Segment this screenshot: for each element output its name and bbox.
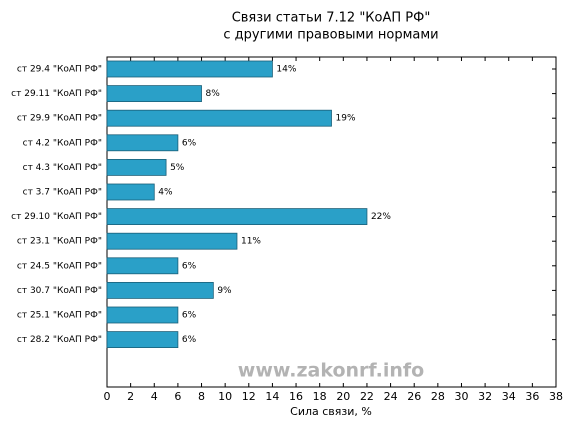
bar (106, 257, 179, 275)
bar (106, 109, 332, 127)
x-tick-label: 0 (104, 390, 111, 403)
y-tick-label: ст 29.4 "КоАП РФ" (17, 65, 102, 75)
x-tick-label: 18 (313, 390, 327, 403)
y-tick-label: ст 4.2 "КоАП РФ" (23, 138, 102, 148)
value-label: 8% (206, 89, 221, 99)
chart-subtitle: с другими правовыми нормами (223, 28, 438, 43)
x-tick-label: 6 (174, 390, 181, 403)
value-label: 9% (217, 286, 232, 296)
value-label: 5% (170, 163, 185, 173)
x-tick-label: 10 (218, 390, 232, 403)
x-tick-label: 32 (478, 390, 492, 403)
x-tick-label: 12 (242, 390, 256, 403)
y-tick-label: ст 24.5 "КоАП РФ" (17, 261, 102, 271)
x-tick-label: 28 (431, 390, 445, 403)
watermark: www.zakonrf.info (238, 360, 424, 382)
x-tick-label: 14 (265, 390, 279, 403)
value-label: 14% (276, 65, 296, 75)
bar (106, 232, 238, 250)
x-tick-label: 30 (454, 390, 468, 403)
value-label: 19% (336, 114, 356, 124)
value-label: 6% (182, 335, 197, 345)
bar (106, 134, 179, 152)
x-tick-label: 20 (336, 390, 350, 403)
chart-title: Связи статьи 7.12 "КоАП РФ" (232, 11, 431, 26)
y-tick-label: ст 3.7 "КоАП РФ" (23, 188, 102, 198)
value-label: 6% (182, 311, 197, 321)
value-label: 6% (182, 138, 197, 148)
x-tick-label: 8 (198, 390, 205, 403)
x-tick-label: 2 (127, 390, 134, 403)
bar (106, 60, 273, 78)
y-tick-label: ст 23.1 "КоАП РФ" (17, 237, 102, 247)
bar (106, 85, 202, 102)
x-tick-label: 4 (151, 390, 158, 403)
bar (106, 281, 214, 299)
y-tick-label: ст 29.9 "КоАП РФ" (17, 114, 102, 124)
bar (106, 158, 167, 176)
x-tick-label: 36 (525, 390, 539, 403)
bar (106, 331, 179, 349)
x-tick-label: 22 (360, 390, 374, 403)
bar (106, 183, 155, 201)
x-tick-label: 16 (289, 390, 303, 403)
x-tick-label: 34 (502, 390, 516, 403)
y-tick-label: ст 30.7 "КоАП РФ" (17, 286, 102, 296)
value-label: 22% (371, 212, 391, 222)
x-axis-label: Сила связи, % (290, 405, 372, 418)
value-label: 6% (182, 261, 197, 271)
x-tick-label: 24 (384, 390, 398, 403)
y-tick-label: ст 28.2 "КоАП РФ" (17, 335, 102, 345)
value-label: 11% (241, 237, 261, 247)
x-tick-label: 38 (549, 390, 563, 403)
bar (106, 306, 179, 324)
value-label: 4% (158, 188, 173, 198)
x-tick-label: 26 (407, 390, 421, 403)
y-tick-label: ст 29.10 "КоАП РФ" (11, 212, 102, 222)
y-tick-label: ст 29.11 "КоАП РФ" (11, 89, 102, 99)
y-tick-label: ст 25.1 "КоАП РФ" (17, 311, 102, 321)
bar (106, 208, 368, 226)
y-tick-label: ст 4.3 "КоАП РФ" (23, 163, 102, 173)
